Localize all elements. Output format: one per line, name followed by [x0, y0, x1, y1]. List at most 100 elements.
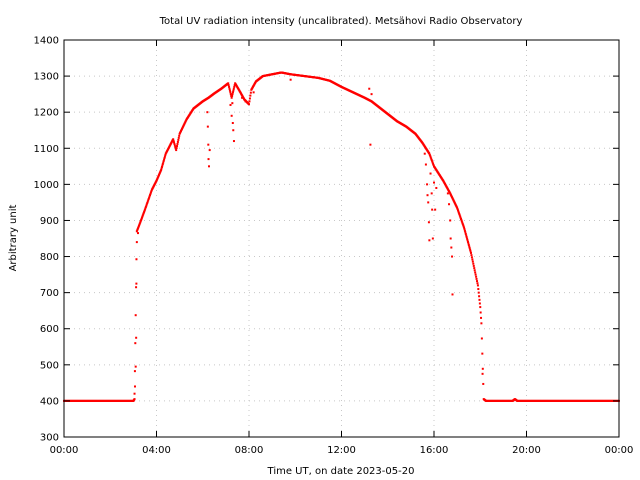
data-point — [133, 385, 136, 388]
data-point — [162, 161, 165, 164]
data-point — [136, 229, 139, 232]
data-point — [230, 96, 233, 99]
data-point — [478, 298, 481, 301]
data-point — [435, 186, 438, 189]
data-point — [232, 140, 235, 143]
data-point — [463, 226, 466, 229]
data-point — [458, 213, 461, 216]
data-point — [479, 311, 482, 314]
data-point — [249, 94, 252, 97]
data-point — [456, 206, 459, 209]
data-point — [477, 291, 480, 294]
data-point — [429, 156, 432, 159]
data-point — [134, 342, 137, 345]
data-point — [470, 256, 473, 259]
data-point — [172, 139, 175, 142]
data-point — [144, 205, 147, 208]
data-point — [244, 100, 247, 103]
data-point — [164, 154, 167, 157]
data-point — [433, 181, 435, 184]
data-point — [173, 142, 176, 145]
data-point — [460, 220, 463, 223]
data-point — [230, 114, 233, 117]
data-point — [133, 370, 136, 373]
data-point — [138, 223, 141, 226]
data-point — [228, 89, 231, 92]
data-point — [227, 82, 230, 85]
y-tick-label: 900 — [40, 216, 59, 227]
data-point — [462, 225, 465, 228]
data-point — [451, 293, 454, 296]
data-point — [469, 250, 472, 253]
data-point — [456, 209, 459, 212]
data-point — [451, 255, 454, 258]
data-point — [140, 216, 143, 219]
data-point — [134, 314, 137, 317]
data-point — [458, 214, 461, 217]
x-tick-label: 12:00 — [327, 445, 356, 456]
data-point — [208, 149, 211, 152]
data-point — [143, 209, 146, 212]
data-point — [133, 392, 136, 395]
data-point — [466, 240, 469, 243]
data-point — [134, 365, 137, 368]
data-point — [463, 228, 466, 231]
data-point — [248, 103, 250, 106]
data-point — [148, 196, 151, 199]
data-point — [459, 215, 462, 218]
data-point — [175, 149, 178, 152]
data-point — [207, 143, 210, 146]
y-tick-label: 1400 — [34, 36, 59, 47]
data-point — [456, 208, 459, 211]
data-point — [143, 210, 146, 213]
data-point — [136, 228, 139, 231]
data-point — [173, 141, 176, 144]
data-point — [232, 129, 235, 132]
y-tick-label: 1300 — [34, 72, 59, 83]
data-point — [207, 158, 210, 161]
data-point — [141, 214, 144, 217]
data-point — [432, 162, 435, 165]
x-tick-label: 04:00 — [142, 445, 171, 456]
data-point — [231, 94, 234, 97]
data-point — [448, 203, 451, 206]
data-point — [449, 237, 452, 240]
data-point — [177, 138, 180, 141]
data-point — [233, 85, 236, 88]
data-point — [466, 239, 469, 242]
data-point — [163, 158, 166, 161]
data-point — [428, 152, 431, 155]
data-point — [227, 84, 230, 87]
data-point — [232, 87, 235, 90]
data-point — [148, 195, 151, 198]
data-point — [176, 140, 179, 143]
y-tick-label: 1100 — [34, 144, 59, 155]
data-point — [142, 213, 145, 216]
data-point — [467, 242, 470, 245]
x-tick-label: 00:00 — [605, 445, 634, 456]
data-point — [135, 241, 138, 244]
data-point — [430, 157, 433, 160]
y-tick-label: 300 — [40, 433, 59, 444]
data-point — [464, 232, 467, 235]
data-point — [135, 286, 138, 289]
data-point — [160, 165, 163, 168]
data-point — [481, 367, 484, 370]
data-point — [175, 147, 178, 150]
data-point — [431, 161, 434, 164]
data-point — [143, 208, 146, 211]
data-point — [228, 85, 231, 88]
data-point — [249, 91, 252, 94]
data-point — [178, 134, 181, 137]
data-point — [133, 398, 136, 401]
data-point — [469, 248, 472, 251]
data-point — [252, 91, 255, 94]
data-point — [229, 103, 232, 106]
data-point — [144, 207, 147, 210]
data-point — [228, 87, 231, 90]
data-point — [460, 217, 463, 220]
y-tick-label: 400 — [40, 396, 59, 407]
data-point — [231, 93, 234, 96]
y-tick-label: 1200 — [34, 108, 59, 119]
data-point — [135, 282, 138, 285]
